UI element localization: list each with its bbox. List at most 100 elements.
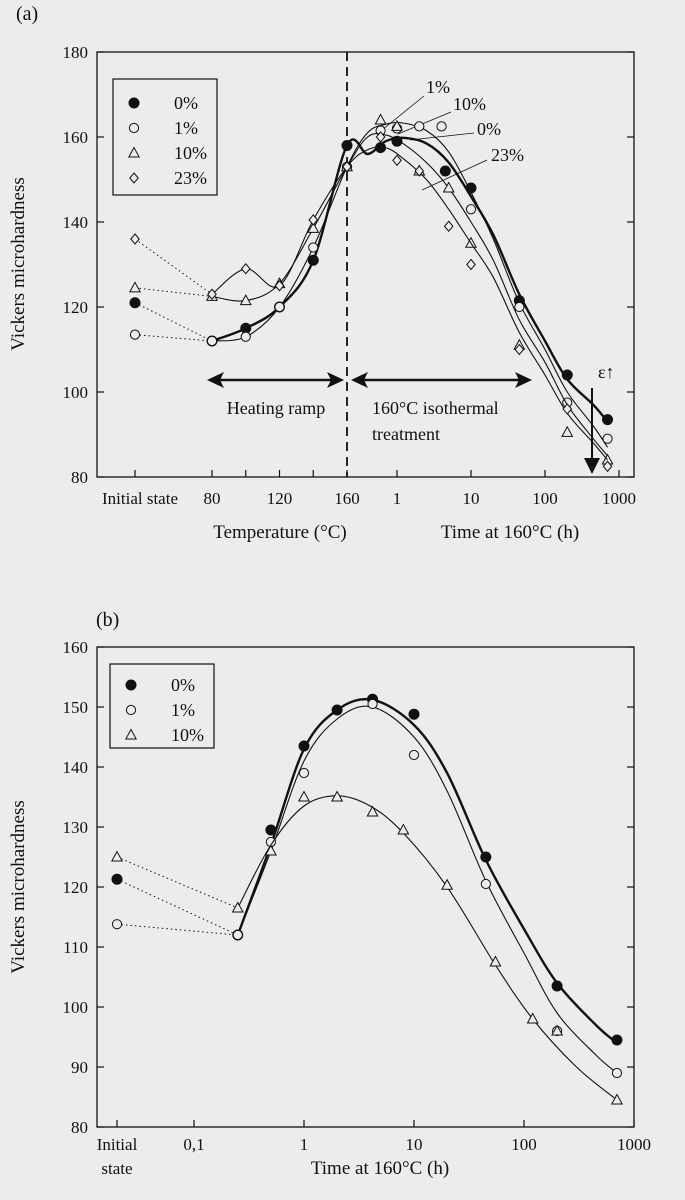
x-ticks-a: 80 120 160 1 10 100 1000 [134, 470, 636, 508]
y-tick-label-a: 100 [63, 383, 89, 402]
fit-curve-a-23pct [211, 146, 608, 461]
initial-link-a-23pct [134, 238, 213, 295]
isothermal-label-line1: 160°C isothermal [372, 398, 499, 418]
isothermal-arrow [351, 372, 532, 388]
legend-label-a-0pct: 0% [174, 93, 198, 113]
fit-curve-a-10pct [211, 133, 608, 457]
point-b-1pct [367, 698, 378, 710]
initial-link-b-1pct [116, 923, 238, 936]
y-ticks-b: 80 90 100 110 120 130 140 150 160 [63, 638, 634, 1137]
point-a-1pct [206, 335, 218, 347]
point-b-10pct [366, 805, 379, 817]
initial-label-b-line2: state [101, 1159, 132, 1178]
legend-marker-a-10pct [127, 146, 141, 158]
legend-marker-b-0pct [125, 679, 137, 691]
point-a-23pct [392, 154, 402, 167]
point-b-10pct [526, 1012, 539, 1024]
point-b-1pct [611, 1067, 623, 1079]
y-tick-label-a: 80 [71, 468, 88, 487]
x-tick-label-temp: 160 [334, 489, 360, 508]
point-b-10pct [297, 790, 311, 802]
point-b-1pct [408, 749, 420, 761]
point-a-1pct-initial [129, 329, 141, 340]
y-tick-label-b: 90 [71, 1058, 88, 1077]
heating-ramp-label: Heating ramp [227, 398, 325, 418]
strain-label: ε↑ [598, 362, 615, 382]
point-a-0pct [561, 369, 573, 381]
point-a-23pct-initial [130, 233, 140, 245]
y-ticks-a: 80 100 120 140 160 180 [63, 43, 634, 487]
callout-1pct: 1% [426, 77, 450, 97]
legend-label-b-10pct: 10% [171, 725, 204, 745]
point-a-10pct [239, 294, 252, 306]
point-a-0pct [341, 140, 353, 151]
y-tick-label-b: 100 [63, 998, 89, 1017]
series-b-10pct [110, 790, 624, 1105]
legend-label-b-1pct: 1% [171, 700, 195, 720]
point-a-10pct-initial [128, 281, 142, 293]
fit-curve-a-0pct [211, 136, 609, 423]
fit-curve-b-10pct [237, 795, 618, 1101]
y-tick-label-b: 150 [63, 698, 89, 717]
point-a-23pct [466, 258, 476, 271]
point-a-1pct [414, 121, 425, 132]
point-b-0pct [331, 704, 343, 716]
point-a-23pct [602, 460, 613, 473]
point-a-0pct [307, 254, 319, 266]
y-tick-label-b: 120 [63, 878, 89, 897]
initial-link-a-1pct [134, 334, 213, 342]
y-tick-label-a: 160 [63, 128, 89, 147]
point-b-0pct [298, 740, 310, 752]
legend-marker-a-0pct [128, 97, 140, 109]
point-a-23pct [240, 262, 251, 275]
point-a-10pct [307, 221, 320, 233]
initial-link-b-10pct [116, 856, 238, 909]
x-axis-label-time-a: Time at 160°C (h) [441, 522, 579, 543]
x-tick-label-b: 10 [406, 1135, 423, 1154]
y-tick-label-b: 140 [63, 758, 89, 777]
legend-marker-b-1pct [125, 704, 137, 716]
x-tick-label-temp: 80 [204, 489, 221, 508]
callout-0pct: 0% [477, 119, 501, 139]
y-tick-label-b: 80 [71, 1118, 88, 1137]
point-b-0pct [551, 980, 563, 992]
y-tick-label-a: 180 [63, 43, 89, 62]
x-tick-label-time-a: 10 [463, 489, 480, 508]
point-a-23pct [274, 279, 285, 292]
point-b-10pct-initial [110, 850, 124, 862]
plot-area-b [110, 693, 624, 1105]
x-tick-label-temp: 120 [267, 489, 293, 508]
point-b-10pct [551, 1024, 564, 1036]
x-tick-label-b: 100 [511, 1135, 537, 1154]
point-a-23pct [207, 288, 217, 301]
point-a-10pct [374, 113, 387, 125]
point-b-10pct [441, 878, 454, 890]
point-b-10pct [397, 823, 410, 835]
legend-label-a-23pct: 23% [174, 168, 207, 188]
initial-state-label-a: Initial state [102, 489, 178, 508]
point-a-1pct [274, 301, 285, 313]
fit-curve-a-1pct [211, 121, 608, 448]
point-b-0pct [408, 708, 420, 720]
point-a-1pct [436, 121, 447, 132]
curve-callouts [381, 95, 488, 191]
point-a-1pct [240, 331, 251, 342]
panel-b-label: (b) [96, 609, 119, 631]
point-a-23pct [308, 214, 319, 226]
point-a-0pct-initial [129, 297, 141, 309]
callout-23pct: 23% [491, 145, 524, 165]
point-b-10pct [331, 790, 344, 802]
point-a-1pct [465, 204, 477, 215]
legend-a: 0% 1% 10% 23% [112, 78, 218, 196]
x-ticks-b: 0,1 1 10 100 1000 [116, 1120, 651, 1154]
point-b-0pct [480, 851, 492, 863]
fit-curve-b-0pct [236, 697, 618, 1044]
legend-label-b-0pct: 0% [171, 675, 195, 695]
series-a-23pct [130, 131, 613, 473]
initial-link-a-10pct [134, 287, 213, 297]
point-b-10pct [489, 955, 502, 967]
legend-b: 0% 1% 10% [109, 663, 215, 749]
y-axis-label-b: Vickers microhardness [8, 800, 29, 974]
panel-a-label: (a) [16, 3, 38, 25]
point-a-0pct [439, 165, 451, 177]
